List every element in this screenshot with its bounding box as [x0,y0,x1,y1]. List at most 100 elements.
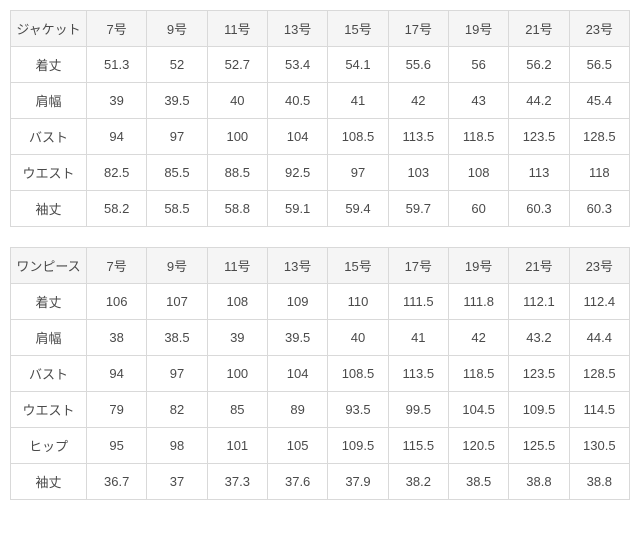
cell-value: 109 [267,284,327,320]
cell-value: 107 [147,284,207,320]
column-header: 17号 [388,248,448,284]
cell-value: 42 [448,320,508,356]
cell-value: 42 [388,83,448,119]
cell-value: 55.6 [388,47,448,83]
cell-value: 56.5 [569,47,629,83]
cell-value: 125.5 [509,428,569,464]
cell-value: 109.5 [509,392,569,428]
cell-value: 44.4 [569,320,629,356]
cell-value: 98 [147,428,207,464]
cell-value: 82 [147,392,207,428]
column-header: 21号 [509,11,569,47]
column-header: 15号 [328,11,388,47]
cell-value: 104 [267,356,327,392]
cell-value: 115.5 [388,428,448,464]
size-table: ワンピース7号9号11号13号15号17号19号21号23号着丈10610710… [10,247,630,500]
row-label: バスト [11,119,87,155]
cell-value: 39.5 [267,320,327,356]
cell-value: 104 [267,119,327,155]
column-header: 17号 [388,11,448,47]
cell-value: 100 [207,356,267,392]
row-label: ヒップ [11,428,87,464]
cell-value: 40.5 [267,83,327,119]
cell-value: 118 [569,155,629,191]
header-row: ワンピース7号9号11号13号15号17号19号21号23号 [11,248,630,284]
cell-value: 110 [328,284,388,320]
cell-value: 45.4 [569,83,629,119]
cell-value: 41 [328,83,388,119]
cell-value: 100 [207,119,267,155]
column-header: 7号 [87,11,147,47]
column-header: 7号 [87,248,147,284]
cell-value: 37 [147,464,207,500]
cell-value: 52.7 [207,47,267,83]
column-header: 21号 [509,248,569,284]
cell-value: 60.3 [509,191,569,227]
cell-value: 36.7 [87,464,147,500]
cell-value: 59.1 [267,191,327,227]
cell-value: 59.4 [328,191,388,227]
header-row: ジャケット7号9号11号13号15号17号19号21号23号 [11,11,630,47]
cell-value: 108 [448,155,508,191]
table-row: 袖丈36.73737.337.637.938.238.538.838.8 [11,464,630,500]
cell-value: 118.5 [448,356,508,392]
table-row: ウエスト7982858993.599.5104.5109.5114.5 [11,392,630,428]
cell-value: 44.2 [509,83,569,119]
cell-value: 85 [207,392,267,428]
cell-value: 85.5 [147,155,207,191]
cell-value: 118.5 [448,119,508,155]
column-header: 13号 [267,248,327,284]
cell-value: 113.5 [388,356,448,392]
cell-value: 112.1 [509,284,569,320]
cell-value: 101 [207,428,267,464]
cell-value: 59.7 [388,191,448,227]
cell-value: 43 [448,83,508,119]
cell-value: 92.5 [267,155,327,191]
table-gap [10,227,630,247]
cell-value: 56.2 [509,47,569,83]
table-row: 着丈51.35252.753.454.155.65656.256.5 [11,47,630,83]
cell-value: 97 [147,119,207,155]
cell-value: 97 [147,356,207,392]
column-header: 23号 [569,248,629,284]
table-row: 袖丈58.258.558.859.159.459.76060.360.3 [11,191,630,227]
column-header: 9号 [147,11,207,47]
cell-value: 103 [388,155,448,191]
table-row: バスト9497100104108.5113.5118.5123.5128.5 [11,356,630,392]
cell-value: 93.5 [328,392,388,428]
row-label: 肩幅 [11,320,87,356]
column-header: 13号 [267,11,327,47]
cell-value: 60.3 [569,191,629,227]
column-header: 23号 [569,11,629,47]
cell-value: 104.5 [448,392,508,428]
size-table: ジャケット7号9号11号13号15号17号19号21号23号着丈51.35252… [10,10,630,227]
cell-value: 40 [207,83,267,119]
row-label: ウエスト [11,155,87,191]
cell-value: 52 [147,47,207,83]
cell-value: 38.2 [388,464,448,500]
row-label: 袖丈 [11,191,87,227]
cell-value: 58.2 [87,191,147,227]
cell-value: 108 [207,284,267,320]
cell-value: 120.5 [448,428,508,464]
cell-value: 38.5 [147,320,207,356]
row-label: 着丈 [11,47,87,83]
column-header: 9号 [147,248,207,284]
cell-value: 108.5 [328,356,388,392]
cell-value: 123.5 [509,356,569,392]
table-row: 着丈106107108109110111.5111.8112.1112.4 [11,284,630,320]
cell-value: 105 [267,428,327,464]
cell-value: 37.9 [328,464,388,500]
cell-value: 38.8 [509,464,569,500]
column-header: 19号 [448,11,508,47]
cell-value: 108.5 [328,119,388,155]
row-label: 袖丈 [11,464,87,500]
cell-value: 94 [87,356,147,392]
row-label: ウエスト [11,392,87,428]
cell-value: 39 [207,320,267,356]
row-label: 肩幅 [11,83,87,119]
cell-value: 97 [328,155,388,191]
cell-value: 95 [87,428,147,464]
cell-value: 41 [388,320,448,356]
cell-value: 58.8 [207,191,267,227]
